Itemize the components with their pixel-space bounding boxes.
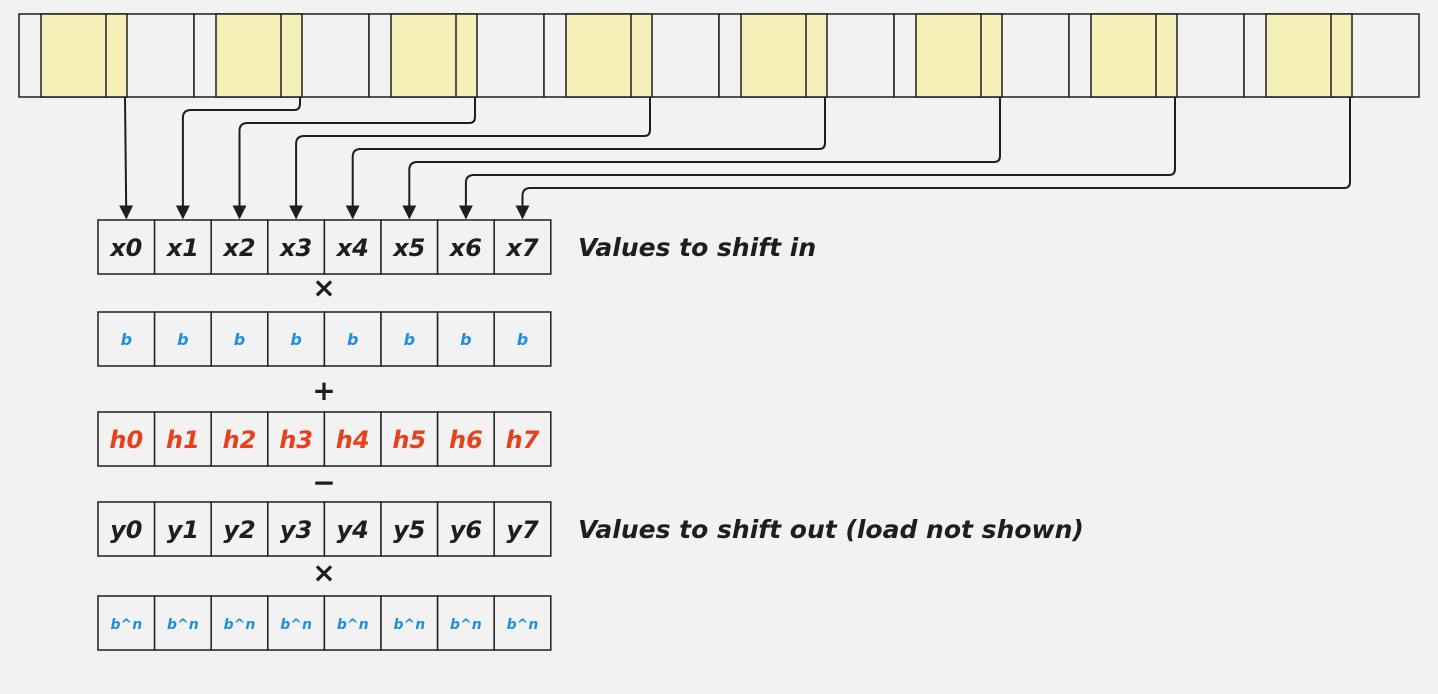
load-arrow-1: [183, 97, 300, 218]
bn-row-cell-label: b^n: [167, 617, 199, 633]
h-row-cell-label: h2: [223, 426, 257, 454]
loaded-region: [1091, 14, 1177, 97]
b-row-cell-label: b: [404, 330, 415, 349]
y-row-cell-label: y3: [280, 516, 312, 544]
h-row-cell-label: h7: [506, 426, 540, 454]
bn-row-cell-label: b^n: [224, 617, 256, 633]
memory-block: [1244, 14, 1419, 97]
memory-block: [19, 14, 194, 97]
b-row-cell-label: b: [517, 330, 528, 349]
y-row-cell-label: y4: [337, 516, 369, 544]
operator-3: −: [312, 466, 335, 499]
x-row-cell-label: x6: [449, 234, 482, 262]
loaded-region: [41, 14, 127, 97]
y-row-cell-label: y0: [110, 516, 142, 544]
operator-2: +: [312, 374, 335, 407]
loaded-region: [1266, 14, 1352, 97]
load-arrow-4: [353, 97, 825, 218]
memory-block: [894, 14, 1069, 97]
memory-block: [369, 14, 544, 97]
memory-block: [1069, 14, 1244, 97]
h-row-cell-label: h5: [392, 426, 426, 454]
b-row-cell-label: b: [121, 330, 132, 349]
x-row-caption: Values to shift in: [578, 233, 816, 262]
bn-row-cell-label: b^n: [337, 617, 369, 633]
loaded-region: [216, 14, 302, 97]
x-row-cell-label: x5: [392, 234, 425, 262]
x-row-cell-label: x1: [166, 234, 199, 262]
h-row: h0 h1 h2 h3 h4 h5 h6 h7: [98, 412, 551, 466]
y-row: y0 y1 y2 y3 y4 y5 y6 y7: [98, 502, 551, 556]
load-arrow-6: [466, 97, 1175, 218]
y-row-cell-label: y1: [167, 516, 199, 544]
bn-row-cell-label: b^n: [110, 617, 142, 633]
load-arrow-2: [240, 97, 476, 218]
x-row: x0 x1 x2 x3 x4 x5 x6 x7: [98, 220, 551, 274]
b-row-cell-label: b: [460, 330, 471, 349]
y-row-cell-label: y6: [450, 516, 482, 544]
b-row-cell-label: b: [290, 330, 301, 349]
bn-row-cell-label: b^n: [280, 617, 312, 633]
operator-4: ×: [312, 556, 335, 589]
h-row-cell-label: h3: [279, 426, 313, 454]
x-row-cell-label: x7: [505, 234, 538, 262]
loaded-region: [566, 14, 652, 97]
y-row-cell-label: y5: [393, 516, 425, 544]
memory-block: [719, 14, 894, 97]
h-row-cell-label: h6: [449, 426, 483, 454]
b-row-cell-label: b: [234, 330, 245, 349]
load-arrow-5: [409, 97, 1000, 218]
h-row-cell-label: h0: [109, 426, 143, 454]
b-row-cell-label: b: [347, 330, 358, 349]
y-row-cell-label: y7: [506, 516, 539, 544]
b-row-cell-label: b: [177, 330, 188, 349]
loaded-region: [391, 14, 477, 97]
x-row-cell-label: x3: [279, 234, 312, 262]
h-row-cell-label: h4: [336, 426, 370, 454]
load-arrow-0: [125, 97, 126, 218]
memory-block: [544, 14, 719, 97]
memory-block: [194, 14, 369, 97]
bn-row-cell-label: b^n: [393, 617, 425, 633]
load-arrow-7: [523, 97, 1351, 218]
bn-row-cell-label: b^n: [507, 617, 539, 633]
y-row-cell-label: y2: [223, 516, 255, 544]
y-row-caption: Values to shift out (load not shown): [578, 515, 1084, 544]
load-arrow-3: [296, 97, 650, 218]
loaded-region: [741, 14, 827, 97]
bn-row-cell-label: b^n: [450, 617, 482, 633]
x-row-cell-label: x2: [222, 234, 255, 262]
bn-row: b^n b^n b^n b^n b^n b^n b^n b^n: [98, 596, 551, 650]
operator-1: ×: [312, 271, 335, 304]
h-row-cell-label: h1: [166, 426, 200, 454]
loaded-region: [916, 14, 1002, 97]
x-row-cell-label: x4: [336, 234, 369, 262]
x-row-cell-label: x0: [109, 234, 142, 262]
